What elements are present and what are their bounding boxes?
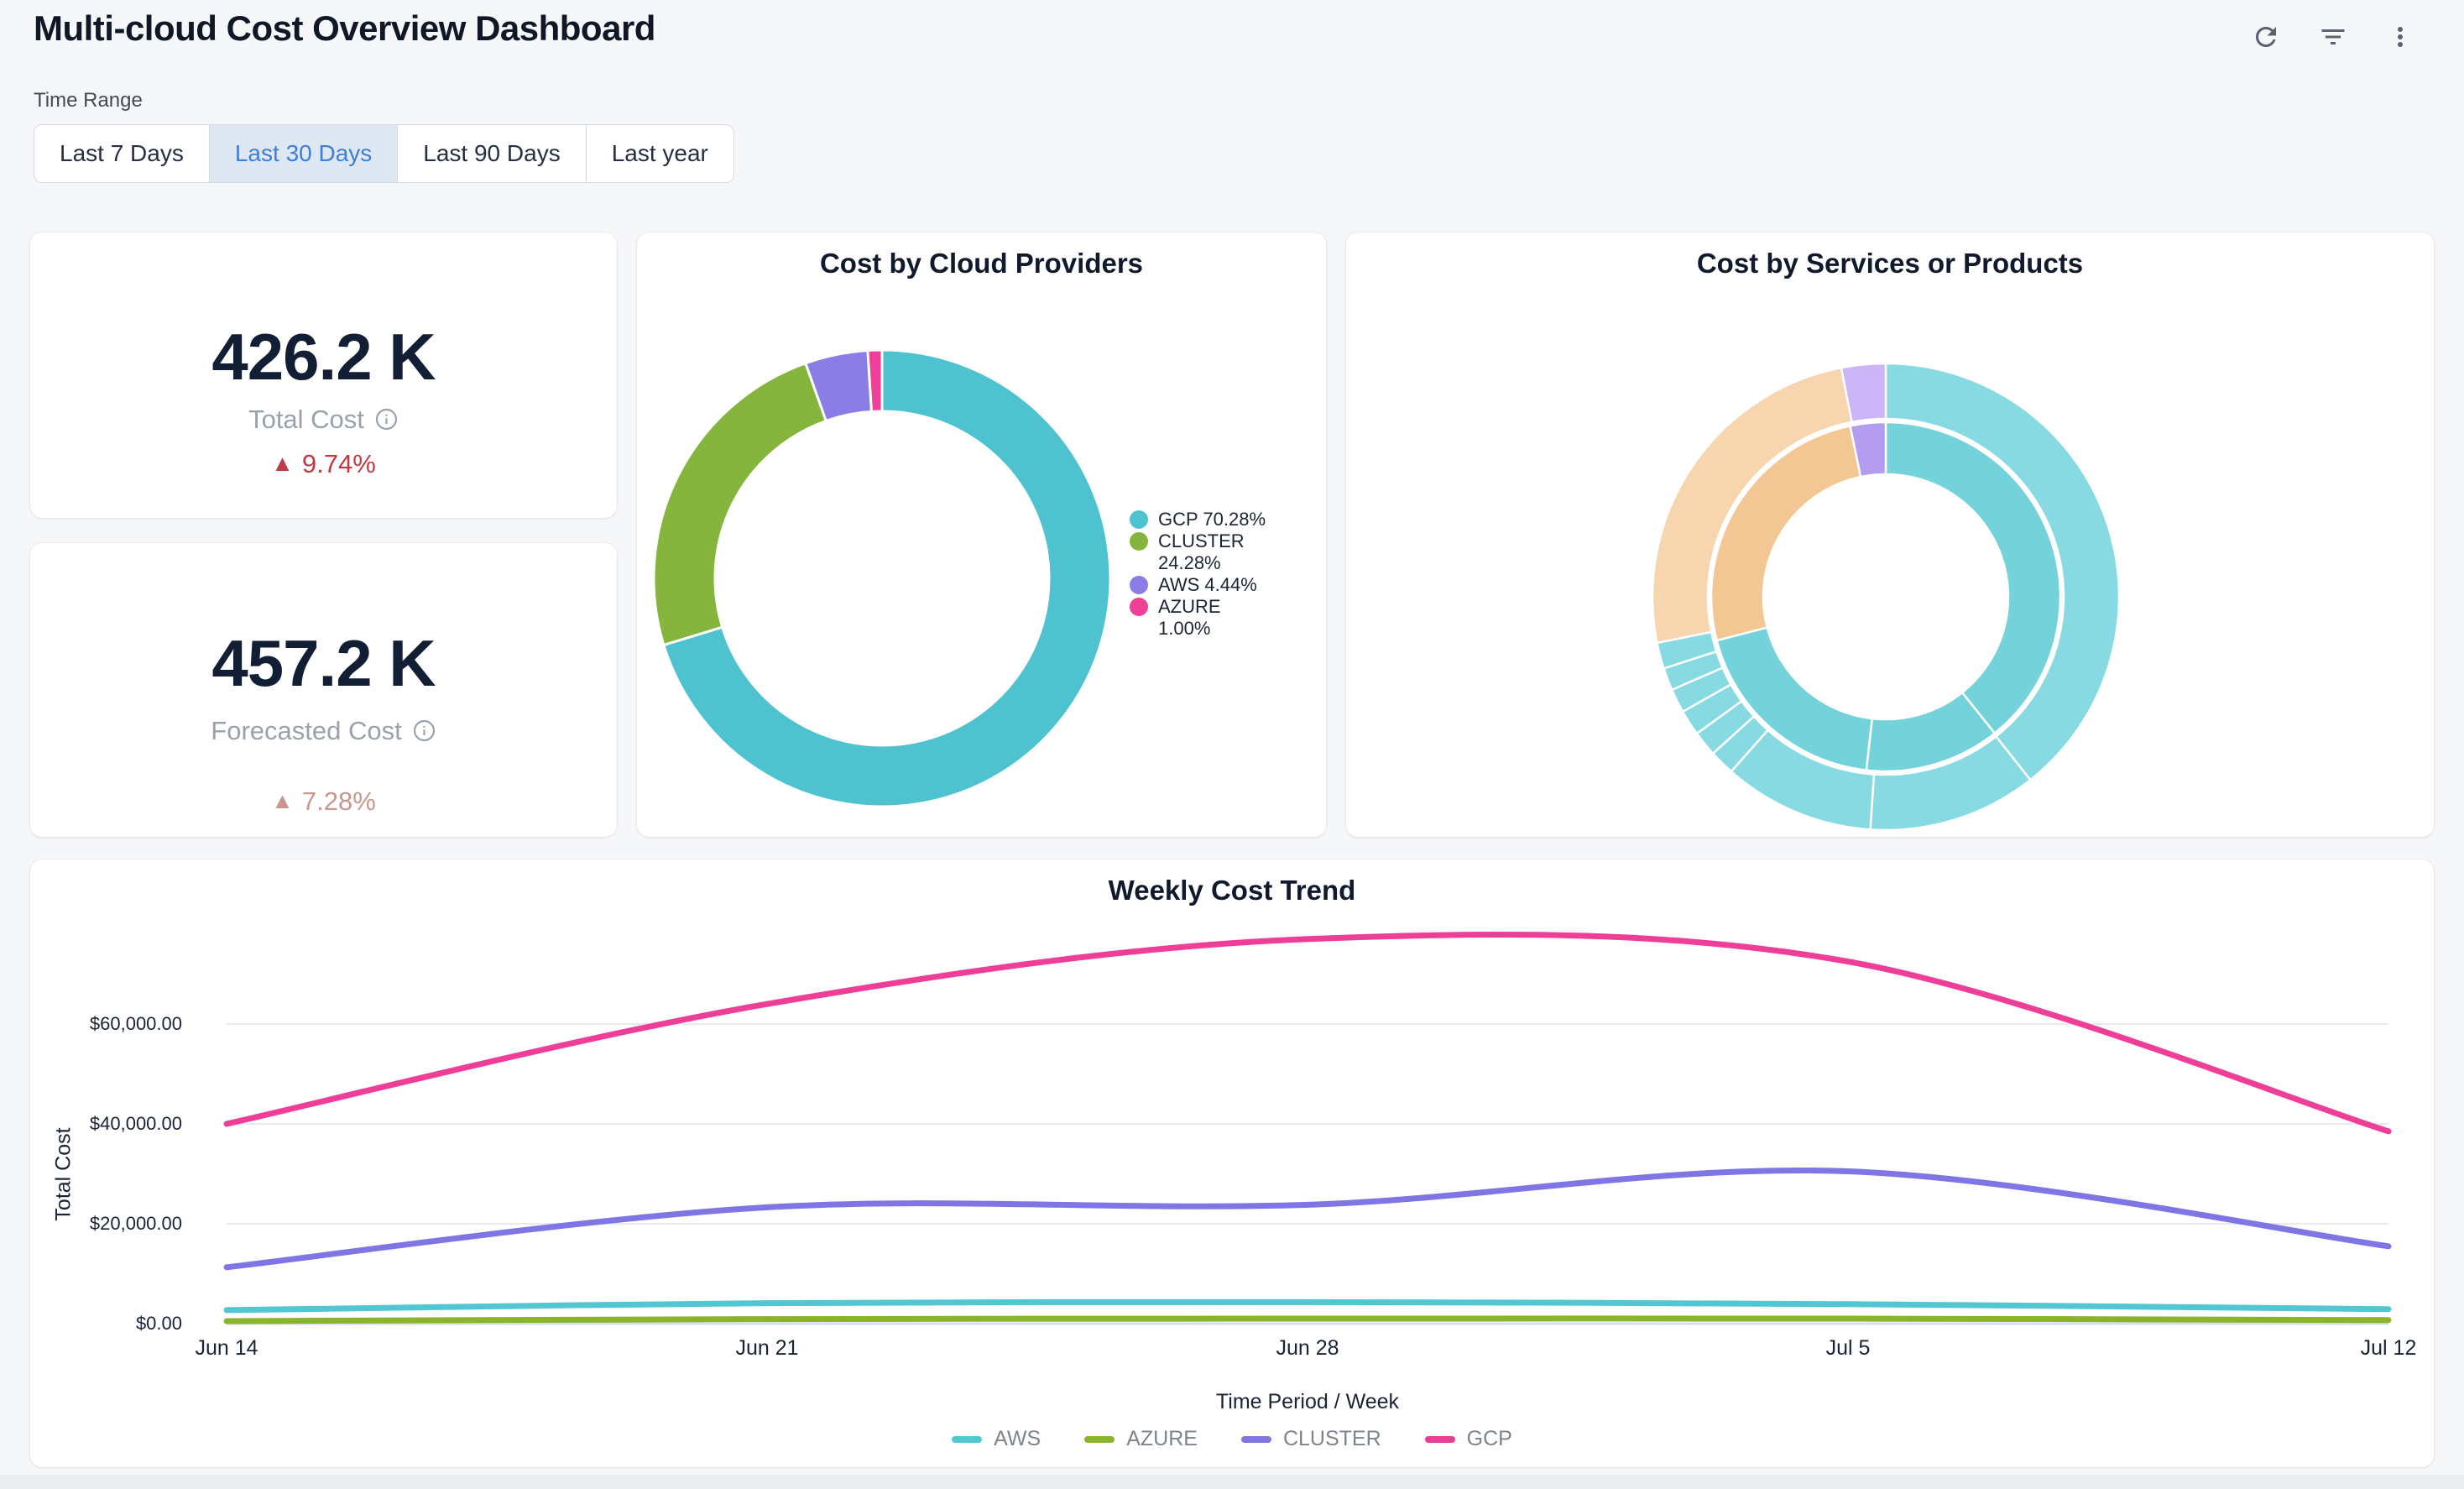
legend-label: AWS <box>994 1427 1041 1450</box>
legend-swatch <box>952 1435 983 1443</box>
time-range-group: Last 7 Days Last 30 Days Last 90 Days Last … <box>34 124 734 183</box>
kebab-menu-icon <box>2398 27 2403 47</box>
page-title: Multi-cloud Cost Overview Dashboard <box>34 8 655 48</box>
kpi-value: 426.2 K <box>211 320 436 394</box>
y-axis-tick-label: $40,000.00 <box>89 1113 182 1134</box>
legend-label: GCP 70.28% <box>1158 509 1266 530</box>
legend-label: AWS 4.44% <box>1158 574 1257 595</box>
donut-slice-azure[interactable] <box>866 348 884 413</box>
chart-title: Cost by Cloud Providers <box>819 248 1144 279</box>
delta-up-icon: ▲ <box>271 451 294 476</box>
series-line-gcp[interactable] <box>223 932 2392 1135</box>
series-line-azure[interactable] <box>223 1315 2392 1324</box>
kpi-delta: ▲ 7.28% <box>271 788 376 814</box>
kpi-label: Forecasted Cost <box>211 716 402 745</box>
services-sunburst-chart[interactable] <box>1346 232 2434 837</box>
refresh-button[interactable] <box>2251 22 2281 52</box>
y-axis-title: Total Cost <box>51 1127 76 1221</box>
legend-label: CLUSTER <box>1282 1427 1381 1450</box>
kpi-delta: ▲ 9.74% <box>271 451 376 477</box>
info-icon[interactable] <box>374 407 399 431</box>
legend-label: CLUSTER 24.28% <box>1158 530 1245 573</box>
legend-dot <box>1130 510 1148 529</box>
kpi-value: 457.2 K <box>211 626 436 700</box>
legend-dot <box>1130 598 1148 616</box>
y-axis-tick-label: $0.00 <box>135 1313 182 1334</box>
x-axis-tick-label: Jun 28 <box>1276 1336 1339 1360</box>
kpi-delta-value: 7.28% <box>301 786 376 816</box>
page-bottom-strip <box>0 1475 2464 1489</box>
legend-label: AZURE <box>1126 1427 1198 1450</box>
y-axis-tick-label: $20,000.00 <box>89 1213 182 1234</box>
y-axis-tick-label: $60,000.00 <box>89 1013 182 1034</box>
chart-title: Cost by Services or Products <box>1696 248 2084 279</box>
legend-dot <box>1130 576 1148 594</box>
legend-swatch <box>1240 1435 1271 1443</box>
sunburst-inner-segment-0[interactable] <box>1884 421 2062 735</box>
donut-legend: GCP 70.28% CLUSTER 24.28% AWS 4.44% AZURE 1… <box>1130 509 1271 640</box>
kpi-label: Total Cost <box>248 405 364 434</box>
legend-item-aws[interactable]: AWS 4.44% <box>1130 574 1271 596</box>
series-line-cluster[interactable] <box>223 1167 2392 1271</box>
legend-item-cluster[interactable]: CLUSTER 24.28% <box>1130 530 1271 574</box>
weekly-trend-line-chart[interactable] <box>30 859 2434 1467</box>
header-actions <box>2251 22 2415 52</box>
legend-item-gcp[interactable]: GCP <box>1424 1427 1512 1451</box>
filter-icon <box>2321 29 2345 44</box>
line-chart-legend: AWS AZURE CLUSTER GCP <box>30 1427 2434 1451</box>
legend-label: AZURE 1.00% <box>1158 596 1221 639</box>
x-axis-tick-label: Jul 5 <box>1825 1336 1871 1360</box>
donut-slice-gcp[interactable] <box>661 348 1112 808</box>
legend-swatch <box>1424 1435 1455 1443</box>
total-cost-card: 426.2 K Total Cost ▲ 9.74% <box>30 232 617 518</box>
forecasted-cost-card: 457.2 K Forecasted Cost ▲ 7.28% <box>30 543 617 837</box>
info-icon[interactable] <box>412 718 436 743</box>
x-axis-title: Time Period / Week <box>1215 1390 1400 1413</box>
x-axis-tick-label: Jul 12 <box>2360 1336 2417 1360</box>
more-options-button[interactable] <box>2385 22 2415 52</box>
sunburst-outer-segment-10[interactable] <box>1840 362 1887 424</box>
cost-by-services-card: Cost by Services or Products <box>1346 232 2434 837</box>
time-range-option-last-year[interactable]: Last year <box>585 125 733 182</box>
x-axis-tick-label: Jun 14 <box>195 1336 258 1360</box>
providers-donut-chart[interactable] <box>637 232 1326 837</box>
kpi-delta-value: 9.74% <box>301 449 376 478</box>
refresh-icon <box>2256 27 2276 47</box>
legend-item-cluster[interactable]: CLUSTER <box>1240 1427 1381 1451</box>
legend-label: GCP <box>1466 1427 1512 1450</box>
legend-item-gcp[interactable]: GCP 70.28% <box>1130 509 1271 530</box>
legend-dot <box>1130 532 1148 551</box>
delta-up-icon: ▲ <box>271 788 294 813</box>
donut-slice-cluster[interactable] <box>652 361 828 647</box>
time-range-option-last-30-days[interactable]: Last 30 Days <box>208 125 398 182</box>
legend-item-azure[interactable]: AZURE <box>1084 1427 1198 1451</box>
sunburst-outer-segment-0[interactable] <box>1884 362 2121 781</box>
legend-item-aws[interactable]: AWS <box>952 1427 1041 1451</box>
x-axis-tick-label: Jun 21 <box>735 1336 799 1360</box>
legend-item-azure[interactable]: AZURE 1.00% <box>1130 596 1271 640</box>
cost-by-cloud-providers-card: Cost by Cloud Providers GCP 70.28% CLUSTE… <box>637 232 1326 837</box>
legend-swatch <box>1084 1435 1115 1443</box>
time-range-option-last-7-days[interactable]: Last 7 Days <box>34 125 209 182</box>
weekly-cost-trend-card: Weekly Cost Trend $0.00 $20,000.00 $40,000… <box>30 859 2434 1467</box>
chart-title: Weekly Cost Trend <box>1108 875 1356 906</box>
time-range-label: Time Range <box>34 89 143 112</box>
sunburst-inner-segment-4[interactable] <box>1848 421 1887 478</box>
filter-button[interactable] <box>2318 22 2348 52</box>
series-line-aws[interactable] <box>223 1298 2392 1314</box>
time-range-option-last-90-days[interactable]: Last 90 Days <box>397 125 586 182</box>
